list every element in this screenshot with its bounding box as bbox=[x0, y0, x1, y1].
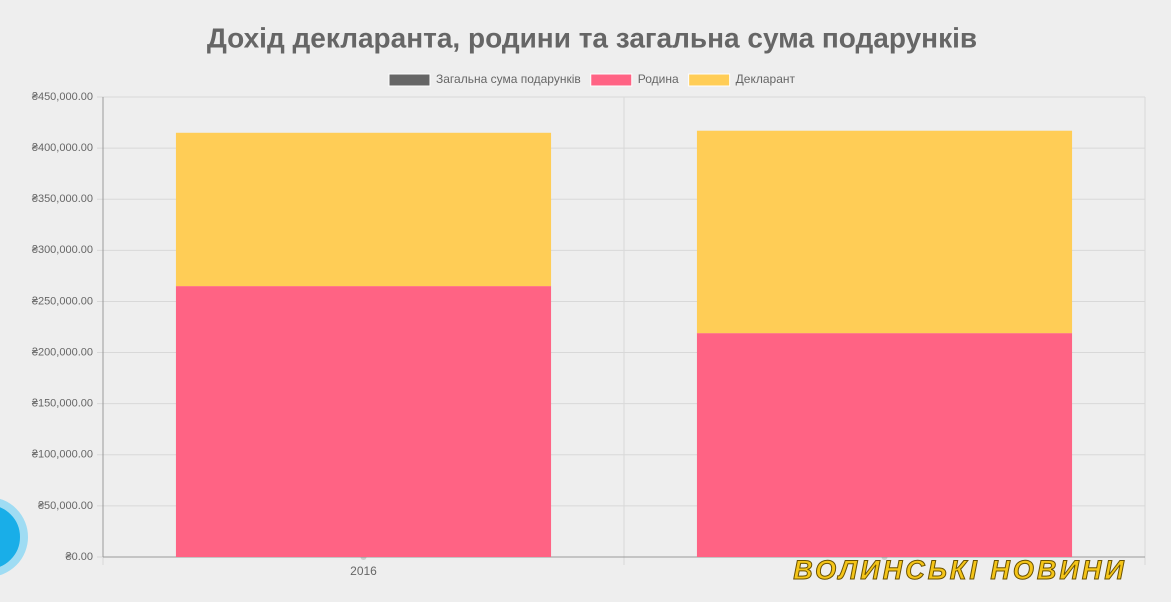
legend: Загальна сума подарунків Родина Декларант bbox=[388, 72, 796, 87]
y-tick-label: ₴50,000.00 bbox=[38, 500, 93, 512]
y-tick-label: ₴150,000.00 bbox=[32, 398, 93, 410]
legend-swatch bbox=[388, 73, 431, 87]
x-tick-label: 2016 bbox=[350, 564, 377, 578]
y-tick-label: ₴0.00 bbox=[65, 551, 93, 563]
bar-segment bbox=[696, 333, 1073, 557]
bar-segment bbox=[175, 286, 552, 557]
y-tick-label: ₴400,000.00 bbox=[32, 142, 93, 154]
legend-swatch bbox=[688, 73, 731, 87]
legend-swatch bbox=[590, 73, 633, 87]
legend-label: Декларант bbox=[736, 72, 796, 86]
y-tick-label: ₴200,000.00 bbox=[32, 346, 93, 358]
y-tick-label: ₴350,000.00 bbox=[32, 193, 93, 205]
chart-title: Дохід декларанта, родини та загальна сум… bbox=[207, 22, 977, 53]
bar-segment bbox=[696, 130, 1073, 334]
y-tick-label: ₴250,000.00 bbox=[32, 295, 93, 307]
legend-label: Загальна сума подарунків bbox=[436, 72, 581, 86]
y-tick-label: ₴450,000.00 bbox=[32, 91, 93, 103]
bar-segment bbox=[175, 132, 552, 287]
decor-circle bbox=[0, 498, 28, 576]
watermark: ВОЛИНСЬКІ НОВИНИ bbox=[793, 555, 1127, 585]
y-tick-label: ₴300,000.00 bbox=[32, 244, 93, 256]
legend-label: Родина bbox=[638, 72, 679, 86]
y-tick-label: ₴100,000.00 bbox=[32, 449, 93, 461]
